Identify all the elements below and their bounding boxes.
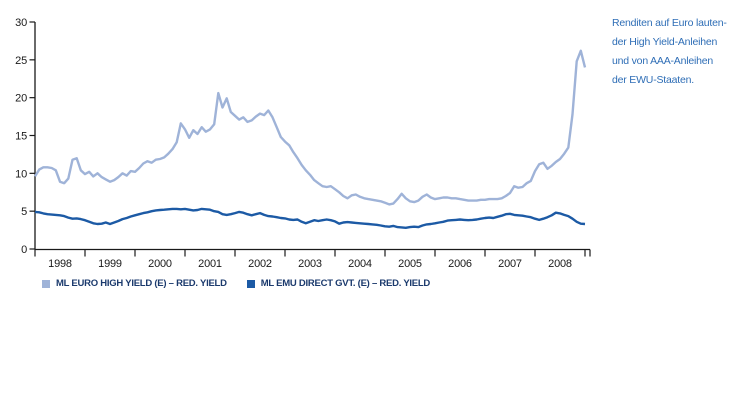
y-tick-label: 5 — [21, 206, 27, 218]
gvt-swatch-icon — [246, 279, 255, 288]
x-tick-label: 1999 — [98, 258, 122, 270]
margin-note-line: der EWU-Staaten. — [612, 74, 694, 86]
y-tick-label: 20 — [15, 93, 27, 105]
x-tick-label: 2007 — [498, 258, 522, 270]
x-tick-label: 2002 — [248, 258, 272, 270]
y-tick-label: 0 — [21, 244, 27, 256]
x-tick-label: 2008 — [548, 258, 572, 270]
y-tick-label: 10 — [15, 168, 27, 180]
y-tick-label: 25 — [15, 55, 27, 67]
gvt-series-line — [34, 207, 586, 230]
margin-note: Renditen auf Euro lauten- der High Yield… — [612, 14, 743, 90]
x-tick-label: 2001 — [198, 258, 222, 270]
x-tick-label: 2006 — [448, 258, 472, 270]
margin-note-line: und von AAA-Anleihen — [612, 55, 714, 67]
high-yield-swatch-icon — [42, 279, 50, 288]
y-tick-label: 30 — [15, 17, 27, 29]
margin-note-line: der High Yield-Anleihen — [612, 36, 718, 48]
chart-legend: ML EURO HIGH YIELD (E) – RED. YIELD ML E… — [42, 278, 430, 289]
x-tick-label: 1998 — [48, 258, 72, 270]
x-tick-label: 2003 — [298, 258, 322, 270]
high-yield-series-line — [33, 49, 587, 206]
margin-note-line: Renditen auf Euro lauten- — [612, 17, 727, 29]
x-tick-label: 2000 — [148, 258, 172, 270]
legend-item-gvt: ML EMU DIRECT GVT. (E) – RED. YIELD — [246, 278, 431, 289]
legend-label: ML EMU DIRECT GVT. (E) – RED. YIELD — [260, 278, 431, 289]
legend-label: ML EURO HIGH YIELD (E) – RED. YIELD — [56, 278, 227, 289]
x-tick-label: 2004 — [348, 258, 372, 270]
x-tick-label: 2005 — [398, 258, 422, 270]
legend-item-high-yield: ML EURO HIGH YIELD (E) – RED. YIELD — [42, 278, 227, 289]
y-tick-label: 15 — [15, 131, 27, 143]
